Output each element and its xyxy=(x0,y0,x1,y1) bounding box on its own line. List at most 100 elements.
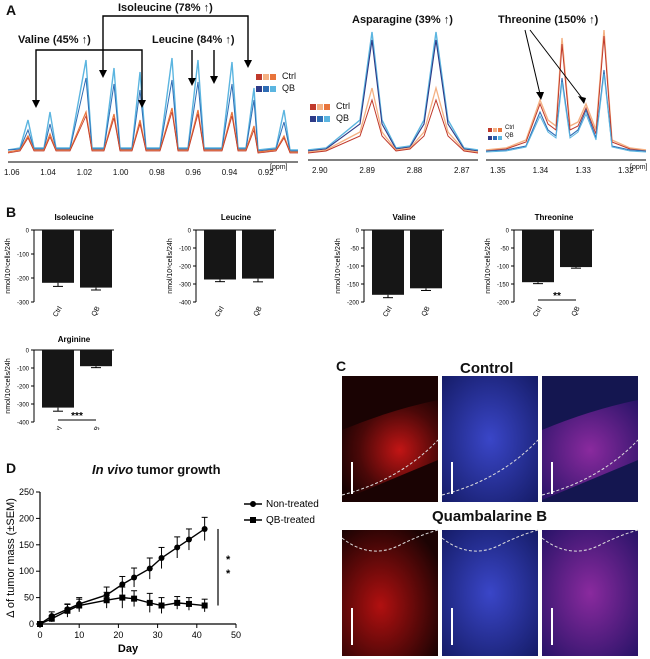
spectrum2-tick-label: 2.90 xyxy=(312,166,328,175)
ctrl-light-trace xyxy=(307,85,479,153)
label-asparagine: Asparagine (39% ↑) xyxy=(352,14,453,26)
bar-qb xyxy=(410,230,442,289)
line-y-label: Δ of tumor mass (±SEM) xyxy=(5,498,17,618)
bar-y-tick-label: -400 xyxy=(179,301,192,307)
series-point xyxy=(185,536,192,543)
line-y-tick-label: 0 xyxy=(29,619,34,629)
spectrum2-tick-label: 2.87 xyxy=(454,166,470,175)
bar-y-tick-label: -50 xyxy=(350,247,359,253)
line-x-tick-label: 30 xyxy=(153,630,163,640)
leucine-arrows xyxy=(191,50,215,78)
bar-y-label: nmol/10⁶cells/24h xyxy=(5,238,12,294)
spectrum1-tick-label: 0.92 xyxy=(258,168,274,177)
bar-y-tick-label: -100 xyxy=(347,265,360,271)
bar-category-label: Ctrl xyxy=(52,425,64,430)
legend2-ctrl: Ctrl xyxy=(336,101,350,111)
spectrum1-tick-label: 1.02 xyxy=(76,168,93,177)
micro-qb-red xyxy=(341,529,439,656)
series-point xyxy=(146,599,153,606)
series-point xyxy=(64,607,71,614)
line-x-tick-label: 0 xyxy=(37,630,42,640)
bar-y-tick-label: 0 xyxy=(506,229,510,235)
bar-y-tick-label: -300 xyxy=(179,283,192,289)
bar-chart-title: Isoleucine xyxy=(54,213,94,222)
micro-control-merge xyxy=(541,376,639,502)
micro-qb-merge xyxy=(541,529,639,656)
panel-label-b: B xyxy=(6,204,17,220)
bar-category-label: Ctrl xyxy=(52,305,64,318)
bar-y-tick-label: -200 xyxy=(497,301,510,307)
series-point xyxy=(119,581,126,588)
qb-light-trace xyxy=(7,57,298,151)
line-y-tick-label: 150 xyxy=(19,540,34,550)
legend3-ctrl: Ctrl xyxy=(505,125,515,131)
tumor-growth-chart: 0 10 20 30 40 50 0 50 100 150 200 250 Day Δ of tumor … xyxy=(5,487,319,655)
bar-qb xyxy=(242,230,274,279)
spectrum1-tick-label: 1.06 xyxy=(4,168,20,177)
bar-ctrl xyxy=(204,230,236,280)
bar-qb xyxy=(560,230,592,268)
ctrl-trace xyxy=(7,107,298,153)
line-x-tick-label: 50 xyxy=(231,630,241,640)
line-x-tick-label: 40 xyxy=(192,630,202,640)
ctrl-dark-trace xyxy=(485,35,647,152)
bar-y-tick-label: -100 xyxy=(497,265,510,271)
bar-chart-title: Threonine xyxy=(535,213,574,222)
bar-chart-title: Leucine xyxy=(221,213,252,222)
bar-ctrl xyxy=(372,230,404,295)
legend-spectrum1 xyxy=(256,74,276,92)
bar-ctrl xyxy=(522,230,554,283)
legend-spectrum3 xyxy=(488,128,502,140)
legend-marker xyxy=(250,501,256,507)
nmr-spectrum-3 xyxy=(485,29,647,161)
bar-chart-threonine: Threonine 0 -50 -100 -150 -200 nmol/10⁶cells/2… xyxy=(485,213,594,318)
bar-y-tick-label: 0 xyxy=(356,229,360,235)
bar-chart-isoleucine: Isoleucine 0 -100 -200 -300 nmol/10⁶cells/24h… xyxy=(5,213,114,318)
bar-chart-valine: Valine 0 -50 -100 -150 -200 nmol/10⁶cells/24h C… xyxy=(335,213,444,318)
bar-y-label: nmol/10⁶cells/24h xyxy=(5,358,12,414)
legend-spectrum2 xyxy=(310,104,330,122)
series-point xyxy=(103,597,110,604)
series-point xyxy=(174,599,181,606)
bar-y-tick-label: -200 xyxy=(17,277,30,283)
bar-ctrl xyxy=(42,350,74,408)
line-y-tick-label: 200 xyxy=(19,513,34,523)
qb-light-trace xyxy=(307,31,479,151)
micro-qb-blue xyxy=(441,529,539,656)
series-point xyxy=(131,595,138,602)
ppm-unit-3: [ppm] xyxy=(630,164,648,171)
spectrum2-tick-label: 2.88 xyxy=(406,166,423,175)
series-point xyxy=(76,602,83,609)
growth-title-rest: tumor growth xyxy=(133,462,221,477)
nmr-spectrum-1 xyxy=(7,15,298,163)
label-leucine: Leucine (84% ↑) xyxy=(152,34,235,46)
series-point xyxy=(158,555,165,561)
spectrum3-tick-label: 1.32 xyxy=(618,166,634,175)
bar-y-label: nmol/10⁶cells/24h xyxy=(167,238,174,294)
line-x-tick-label: 10 xyxy=(74,630,84,640)
qb-dark-trace xyxy=(307,39,479,152)
series-point xyxy=(201,525,208,532)
bar-y-tick-label: -200 xyxy=(179,265,192,271)
line-y-tick-label: 50 xyxy=(24,593,34,603)
series-qb-treated: QB-treated xyxy=(37,515,315,627)
bar-y-tick-label: -300 xyxy=(17,301,30,307)
bar-category-label: QB xyxy=(571,305,582,318)
spectrum1-tick-label: 0.94 xyxy=(221,168,238,177)
series-point xyxy=(185,600,192,607)
legend1-ctrl: Ctrl xyxy=(282,71,296,81)
bar-category-label: QB xyxy=(421,305,432,318)
bar-y-tick-label: -50 xyxy=(500,247,509,253)
spectrum1-tick-label: 1.04 xyxy=(40,168,56,177)
label-isoleucine: Isoleucine (78% ↑) xyxy=(118,2,213,14)
bar-charts: Isoleucine 0 -100 -200 -300 nmol/10⁶cells/24h… xyxy=(5,213,594,430)
series-point xyxy=(119,594,126,601)
bar-y-tick-label: -150 xyxy=(347,283,360,289)
micro-control-blue xyxy=(441,376,539,502)
valine-bracket xyxy=(35,49,143,100)
bar-y-tick-label: -400 xyxy=(17,421,30,427)
micro-control-red xyxy=(341,376,439,502)
ctrl-dark-trace xyxy=(307,98,479,154)
legend1-qb: QB xyxy=(282,83,296,93)
panel-label-d: D xyxy=(6,460,17,476)
